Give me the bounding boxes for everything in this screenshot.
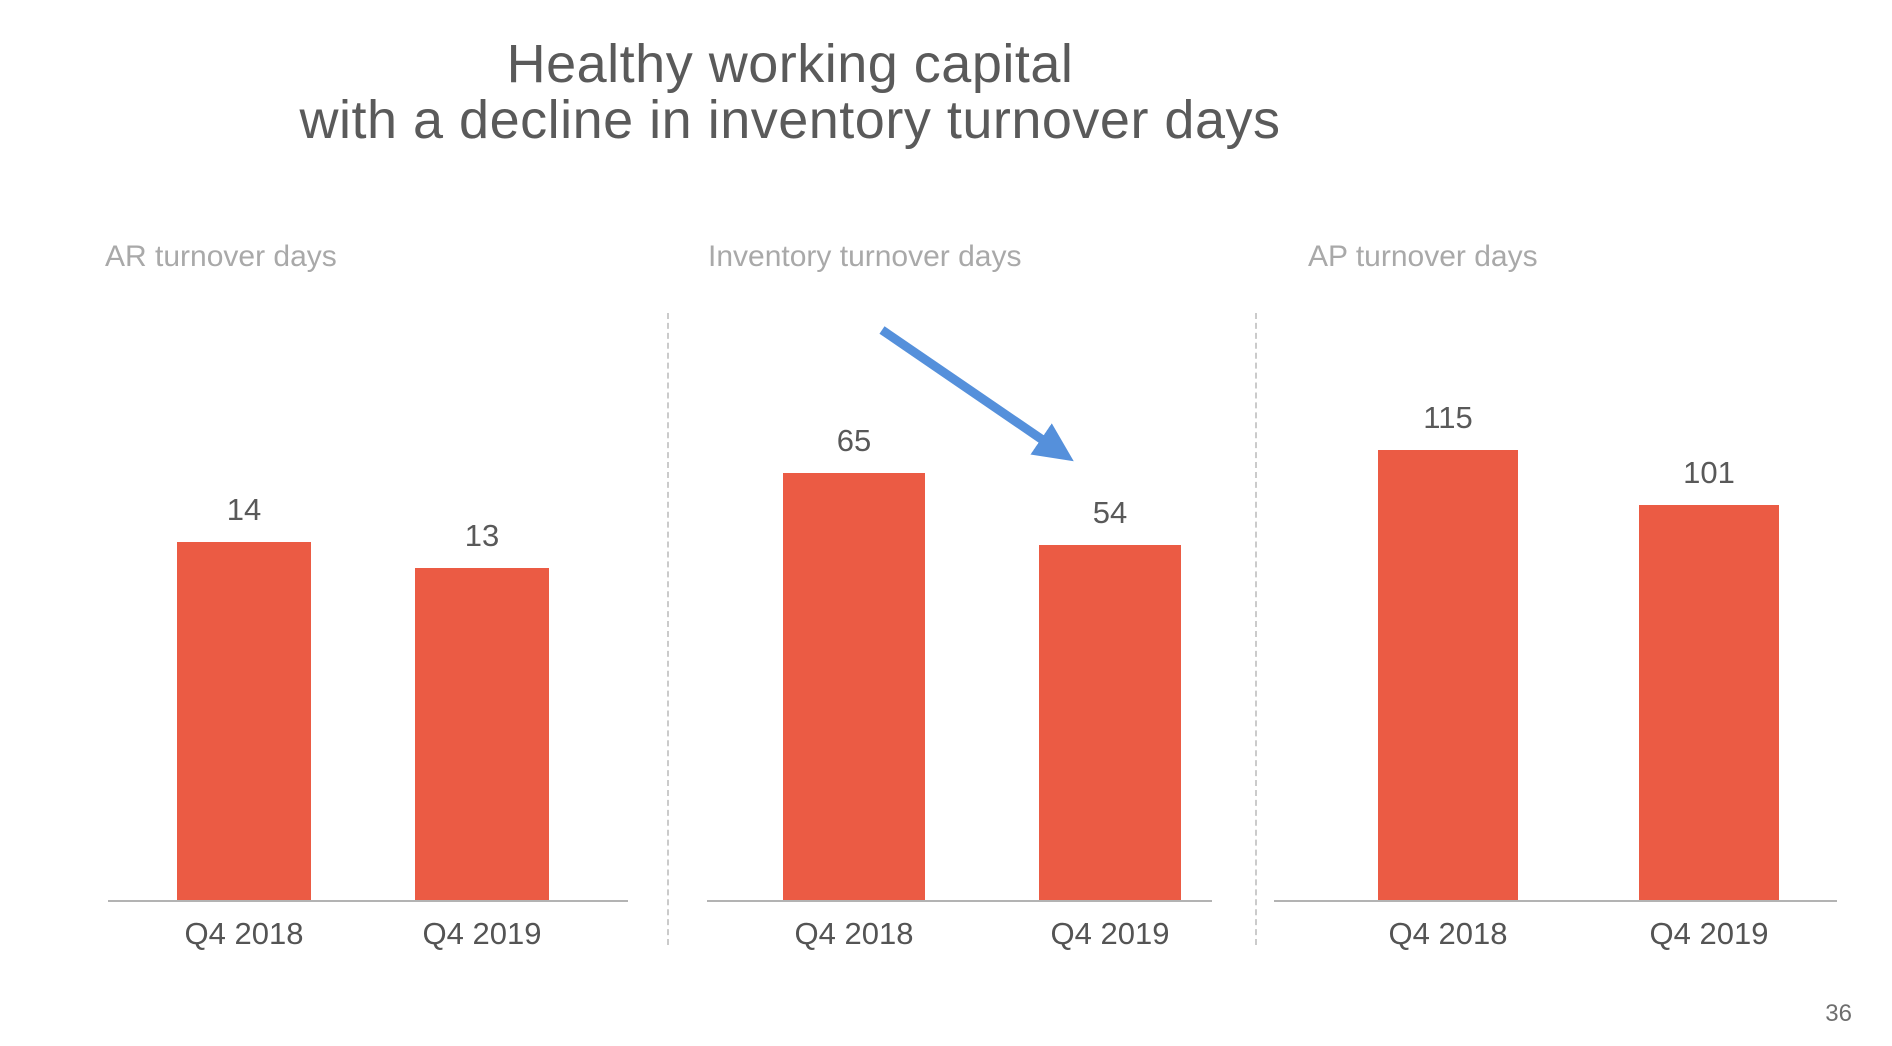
x-tick-label: Q4 2018 [184, 916, 304, 951]
bar-value-label: 13 [464, 518, 500, 553]
bar-group-q4-2018: 115 [1378, 400, 1518, 900]
page-number: 36 [1825, 1000, 1852, 1027]
bar-group-q4-2019: 13 [415, 518, 549, 900]
x-tick-label: Q4 2018 [1388, 916, 1508, 951]
bar-q4-2019 [1639, 505, 1779, 900]
bar-value-label: 101 [1683, 455, 1735, 490]
x-tick-label: Q4 2019 [1050, 916, 1170, 951]
chart-label: AR turnover days [105, 240, 337, 273]
x-tick-label: Q4 2019 [422, 916, 542, 951]
bar-q4-2019 [415, 568, 549, 900]
panel-divider [1255, 313, 1257, 945]
decline-arrow-icon [879, 326, 1074, 462]
plot-area: 65 54 [707, 423, 1212, 900]
panel-divider [667, 313, 669, 945]
bar-value-label: 14 [226, 492, 262, 527]
x-tick-label: Q4 2018 [794, 916, 914, 951]
bar-q4-2018 [1378, 450, 1518, 900]
chart-inventory-turnover-days: Inventory turnover days 65 54 Q4 2018 Q4… [707, 236, 1212, 976]
bar-q4-2019 [1039, 545, 1181, 900]
bar-group-q4-2019: 101 [1639, 455, 1779, 900]
page-title-line-1: Healthy working capital [506, 34, 1074, 94]
plot-area: 14 13 [108, 440, 628, 900]
chart-label: Inventory turnover days [708, 240, 1022, 273]
chart-label: AP turnover days [1308, 240, 1538, 273]
bar-q4-2018 [783, 473, 925, 900]
chart-ap-turnover-days: AP turnover days 115 101 Q4 2018 Q4 2019 [1274, 236, 1837, 976]
bar-value-label: 65 [836, 423, 872, 458]
bar-q4-2018 [177, 542, 311, 900]
plot-area: 115 101 [1274, 400, 1837, 900]
x-axis-line [108, 900, 628, 902]
chart-ar-turnover-days: AR turnover days 14 13 Q4 2018 Q4 2019 [105, 236, 628, 976]
bar-group-q4-2019: 54 [1039, 495, 1181, 900]
x-axis-line [707, 900, 1212, 902]
bar-group-q4-2018: 14 [177, 492, 311, 900]
page-title-line-2: with a decline in inventory turnover day… [299, 90, 1281, 150]
x-axis-line [1274, 900, 1837, 902]
page-title: Healthy working capital with a decline i… [0, 36, 1580, 148]
bar-group-q4-2018: 65 [783, 423, 925, 900]
bar-value-label: 54 [1092, 495, 1128, 530]
bar-value-label: 115 [1423, 400, 1473, 435]
x-tick-label: Q4 2019 [1649, 916, 1769, 951]
